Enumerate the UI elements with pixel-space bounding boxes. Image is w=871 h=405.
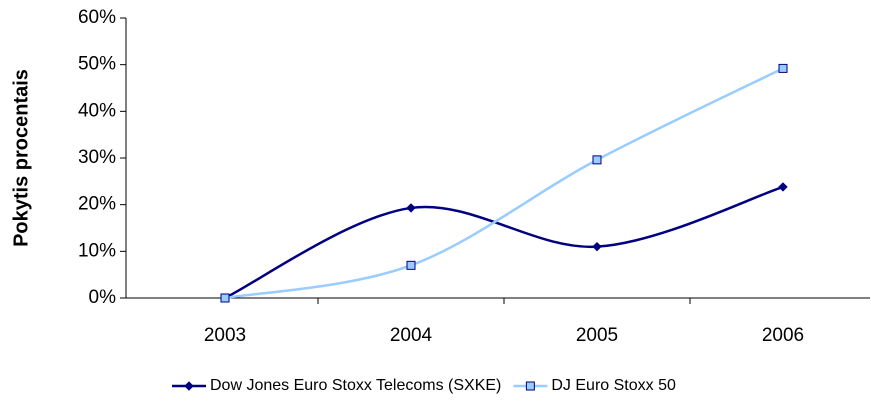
y-tick-label: 10%: [78, 240, 116, 261]
point-marker: [778, 182, 788, 192]
series-line: [224, 67, 784, 300]
legend-marker: [184, 381, 194, 391]
y-tick-label: 30%: [78, 147, 116, 168]
legend-label: Dow Jones Euro Stoxx Telecoms (SXKE): [210, 377, 501, 394]
y-tick-label: 40%: [78, 100, 116, 121]
x-tick-label: 2006: [762, 325, 804, 346]
y-tick-label: 20%: [78, 194, 116, 215]
point-marker: [778, 63, 788, 73]
x-tick-label: 2003: [204, 325, 246, 346]
series-line: [224, 185, 784, 300]
point-marker: [220, 293, 230, 303]
point-marker: [592, 155, 602, 165]
legend-marker: [525, 381, 535, 391]
legend-label: DJ Euro Stoxx 50: [551, 377, 676, 394]
point-marker: [592, 241, 602, 252]
point-marker: [406, 203, 416, 213]
y-axis-label: Pokytis procentais: [10, 69, 32, 247]
x-tick-label: 2004: [390, 325, 433, 346]
point-marker: [406, 260, 416, 270]
y-tick-label: 60%: [78, 7, 116, 28]
y-tick-label: 0%: [89, 287, 117, 308]
x-tick-label: 2005: [576, 325, 618, 346]
y-tick-label: 50%: [78, 54, 116, 75]
